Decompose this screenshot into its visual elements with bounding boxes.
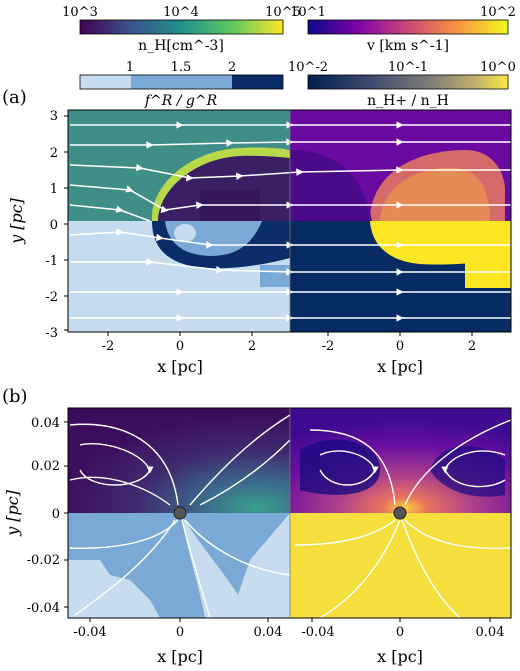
panel-a-ylabel: y [pc] (7, 197, 26, 245)
panel-a-ytick-m3: -3 (45, 326, 58, 341)
panel-b-ytick-m0-04: -0.04 (27, 601, 60, 616)
colorbar-ionization: 10^-2 10^-1 10^0 n_H+ / n_H (288, 60, 516, 109)
panel-a-xtick-right-0: 0 (396, 339, 404, 354)
ionization-label: n_H+ / n_H (367, 93, 449, 109)
panel-a-xlabel-left: x [pc] (157, 357, 203, 376)
panel-a-xtick-left-0: 0 (176, 339, 184, 354)
density-label: n_H[cm^-3] (138, 38, 224, 54)
panel-b-plot (68, 408, 511, 618)
ionization-tick-mid: 10^-1 (388, 60, 428, 75)
panel-b-xlabel-left: x [pc] (157, 647, 203, 666)
panel-a-ytick-3: 3 (50, 109, 58, 124)
panel-a-tag: (a) (2, 87, 27, 108)
panel-b-xtick-left-0-04: 0.04 (254, 625, 283, 640)
panel-a-xtick-right-2: 2 (468, 339, 476, 354)
panel-a-ytick-2: 2 (50, 146, 58, 161)
panel-a-xlabel-right: x [pc] (377, 357, 423, 376)
colorbar-density: 10^3 10^4 10^5 n_H[cm^-3] (62, 5, 301, 54)
ionization-tick-low: 10^-2 (288, 60, 328, 75)
panel-b-xtick-left-m0-04: -0.04 (73, 625, 106, 640)
ratio-tick-1-5: 1.5 (171, 60, 192, 75)
panel-a-ytick-0: 0 (50, 218, 58, 233)
panel-a-ytick-m2: -2 (45, 290, 58, 305)
panel-b-xtick-right-m0-04: -0.04 (301, 625, 334, 640)
density-tick-mid: 10^4 (163, 5, 199, 20)
panel-b-ytick-0: 0 (52, 507, 60, 522)
velocity-tick-low: 10^1 (290, 5, 326, 20)
colorbar-velocity: 10^1 10^2 v [km s^-1] (290, 5, 516, 54)
panel-b-ytick-m0-02: -0.02 (27, 553, 60, 568)
panel-a-xtick-left-2: 2 (248, 339, 256, 354)
panel-b-ytick-0-04: 0.04 (31, 416, 60, 431)
panel-a-plot (68, 110, 511, 332)
panel-a-xtick-right-m2: -2 (322, 339, 335, 354)
density-tick-high: 10^5 (265, 5, 301, 20)
velocity-tick-high: 10^2 (480, 5, 516, 20)
panel-b-ylabel: y [pc] (3, 489, 22, 537)
panel-b-xtick-right-0: 0 (396, 625, 404, 640)
ratio-tick-1: 1 (126, 60, 134, 75)
panel-b-tag: (b) (2, 386, 28, 407)
colorbar-ratio: 1 1.5 2 f^R / g^R (79, 60, 284, 109)
panel-b-xlabel-right: x [pc] (377, 647, 423, 666)
panel-a-ytick-m1: -1 (45, 254, 58, 269)
ionization-tick-high: 10^0 (480, 60, 516, 75)
panel-b-xtick-left-0: 0 (176, 625, 184, 640)
panel-a-xtick-left-m2: -2 (102, 339, 115, 354)
panel-b-xtick-right-0-04: 0.04 (476, 625, 505, 640)
ratio-label: f^R / g^R (144, 93, 218, 109)
velocity-label: v [km s^-1] (366, 38, 449, 54)
panel-a-ytick-1: 1 (50, 182, 58, 197)
density-tick-low: 10^3 (62, 5, 98, 20)
ratio-tick-2: 2 (228, 60, 236, 75)
panel-b-ytick-0-02: 0.02 (31, 459, 60, 474)
